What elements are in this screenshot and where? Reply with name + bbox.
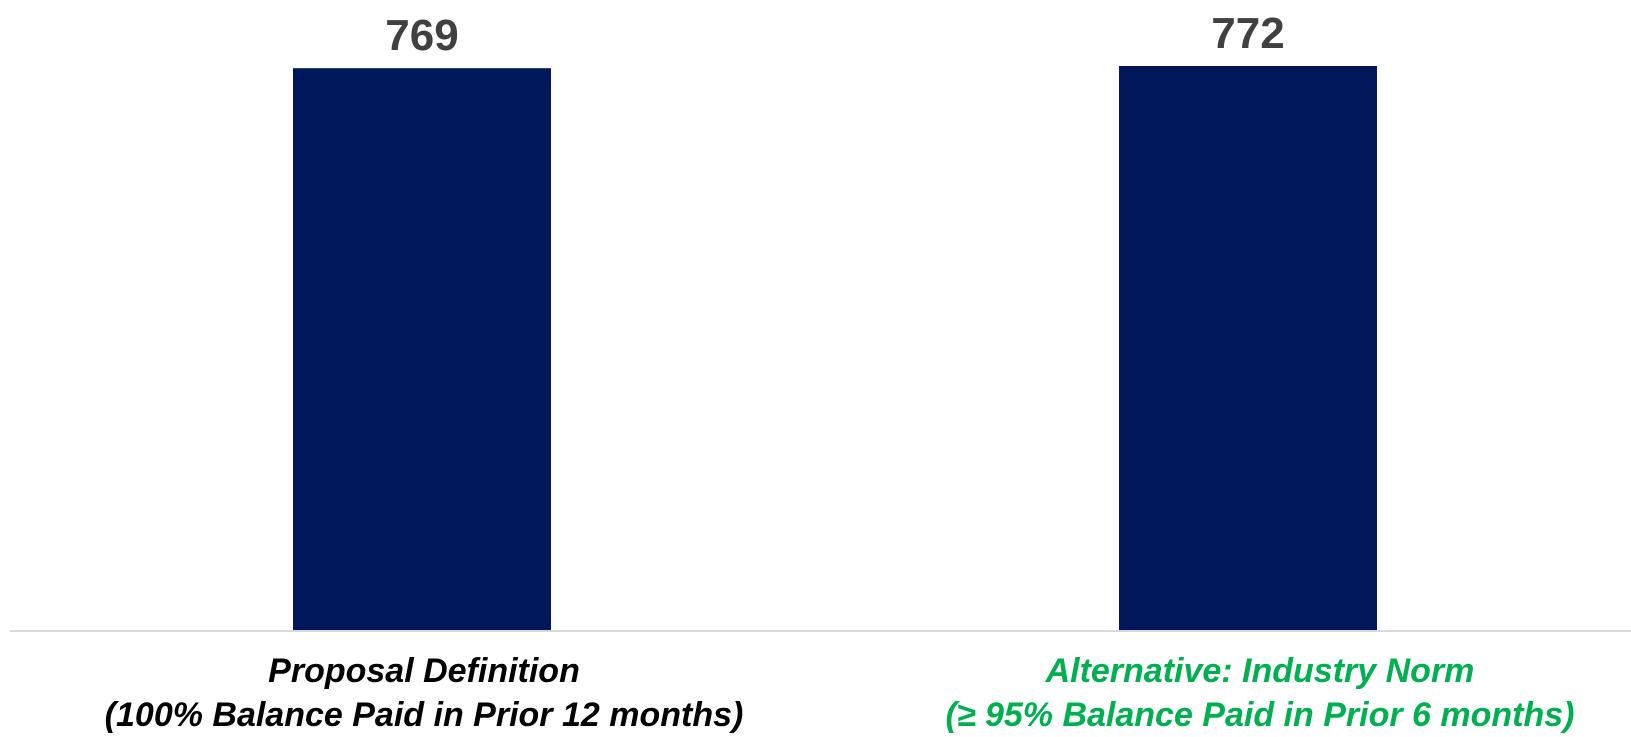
category-label-proposal: Proposal Definition (100% Balance Paid i… — [44, 649, 804, 737]
category-label-line2: (100% Balance Paid in Prior 12 months) — [104, 696, 744, 734]
category-label-alternative: Alternative: Industry Norm (≥ 95% Balanc… — [880, 649, 1631, 737]
category-label-line1: Alternative: Industry Norm — [1045, 652, 1475, 690]
category-label-line1: Proposal Definition — [268, 652, 580, 690]
category-label-line2: (≥ 95% Balance Paid in Prior 6 months) — [945, 696, 1575, 734]
value-label-alternative: 772 — [1211, 9, 1284, 58]
bar-proposal — [293, 68, 551, 631]
value-label-proposal: 769 — [385, 11, 458, 60]
value-labels-layer: 769 772 — [385, 9, 1284, 60]
bars-layer — [293, 66, 1377, 631]
bar-alternative — [1119, 66, 1377, 631]
